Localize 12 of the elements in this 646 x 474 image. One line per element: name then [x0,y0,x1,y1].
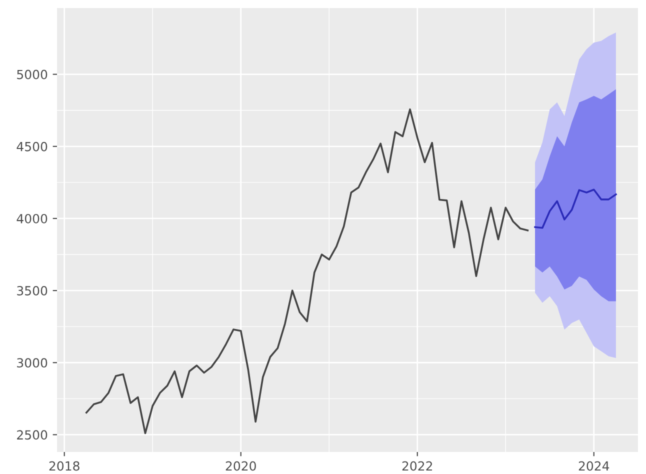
y-tick-label: 5000 [17,70,48,80]
y-tick-label: 2500 [17,430,48,440]
line-series [534,188,617,229]
x-tick-label: 2022 [402,461,432,471]
y-tick-label: 3500 [17,286,48,296]
y-tick-label: 4500 [16,142,48,152]
x-tick-label: 2020 [226,461,256,471]
x-tick-label: 2018 [49,461,80,471]
y-tick-label: 3000 [17,358,48,368]
x-tick-label: 2024 [578,461,610,471]
line-series [86,108,529,434]
y-tick-label: 4000 [16,214,48,224]
